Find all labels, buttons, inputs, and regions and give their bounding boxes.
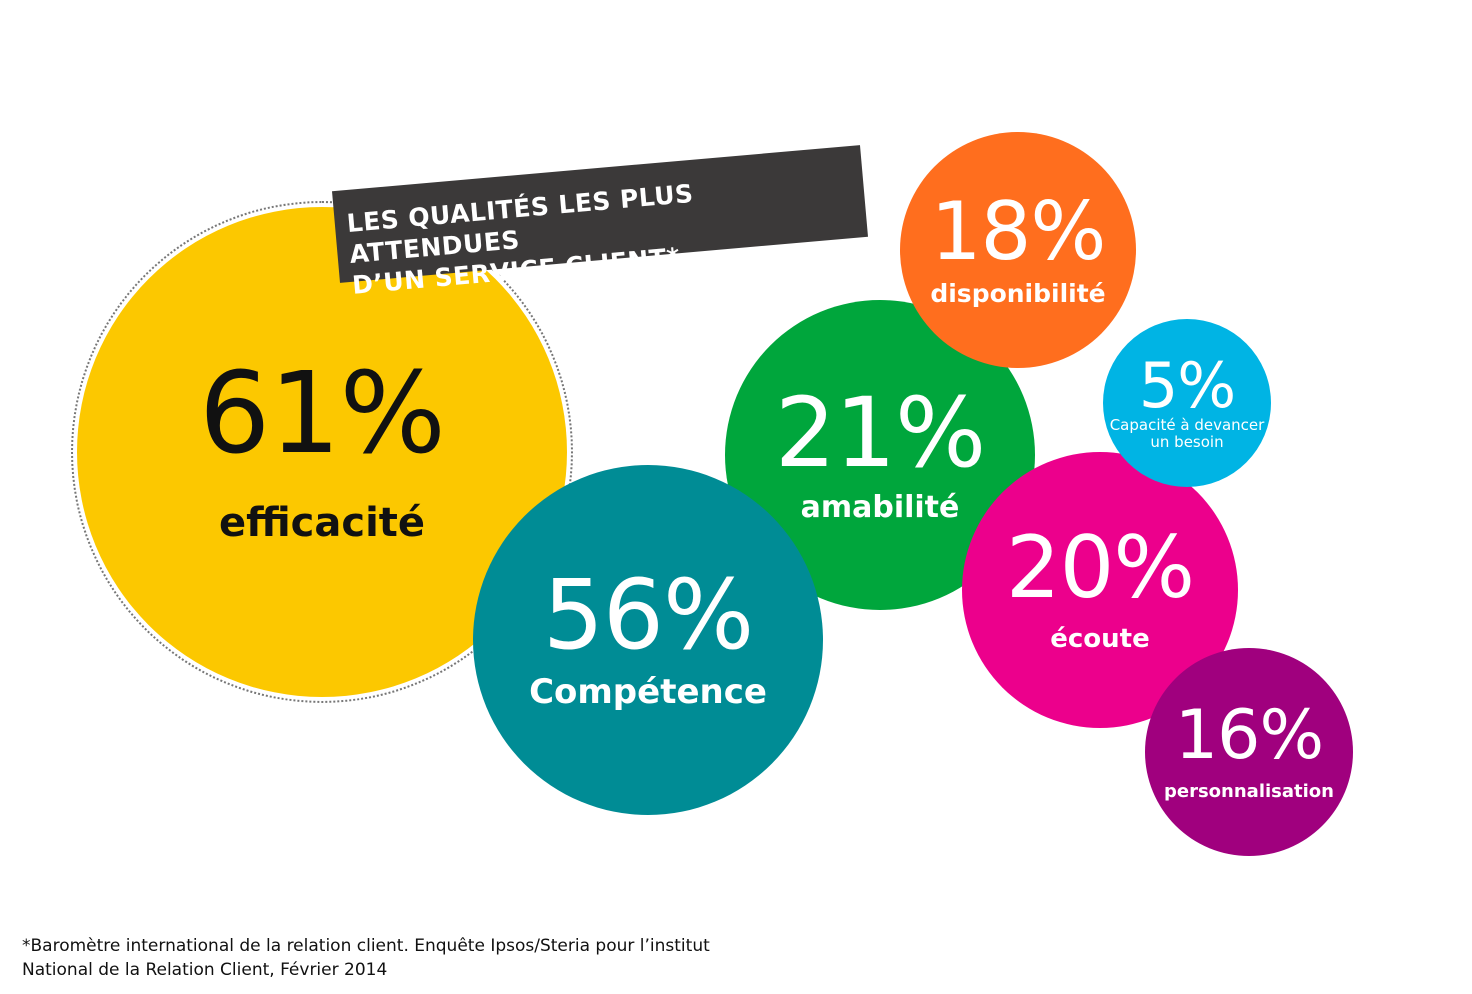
bubble: 5% Capacité à devancer un besoin [1103, 319, 1271, 487]
value-label: 56% [542, 559, 754, 672]
bubble: 16% personnalisation [1145, 648, 1353, 856]
value-label: 5% [1138, 348, 1236, 422]
value-label: 18% [930, 184, 1107, 278]
bubble: 56% Compétence [473, 465, 823, 815]
value-label: 16% [1174, 695, 1324, 775]
category-label: amabilité [800, 489, 960, 525]
category-label: disponibilité [930, 278, 1106, 308]
category-label: Capacité à devancer un besoin [1109, 415, 1265, 451]
value-label: 61% [199, 349, 446, 479]
footnote-line: National de la Relation Client, Février … [22, 960, 388, 980]
value-label: 20% [1005, 518, 1195, 619]
category-label: personnalisation [1164, 780, 1334, 802]
value-label: 21% [774, 376, 986, 489]
footnote-line: *Baromètre international de la relation … [22, 936, 710, 956]
category-label: Compétence [529, 672, 767, 713]
footnote: *Baromètre international de la relation … [22, 934, 710, 982]
bubble: 18% disponibilité [900, 132, 1136, 368]
category-label: écoute [1050, 624, 1150, 655]
title-box: LES QUALITÉS LES PLUS ATTENDUES D’UN SER… [331, 145, 869, 300]
dotted-outline [71, 201, 573, 703]
category-label: efficacité [218, 500, 426, 546]
